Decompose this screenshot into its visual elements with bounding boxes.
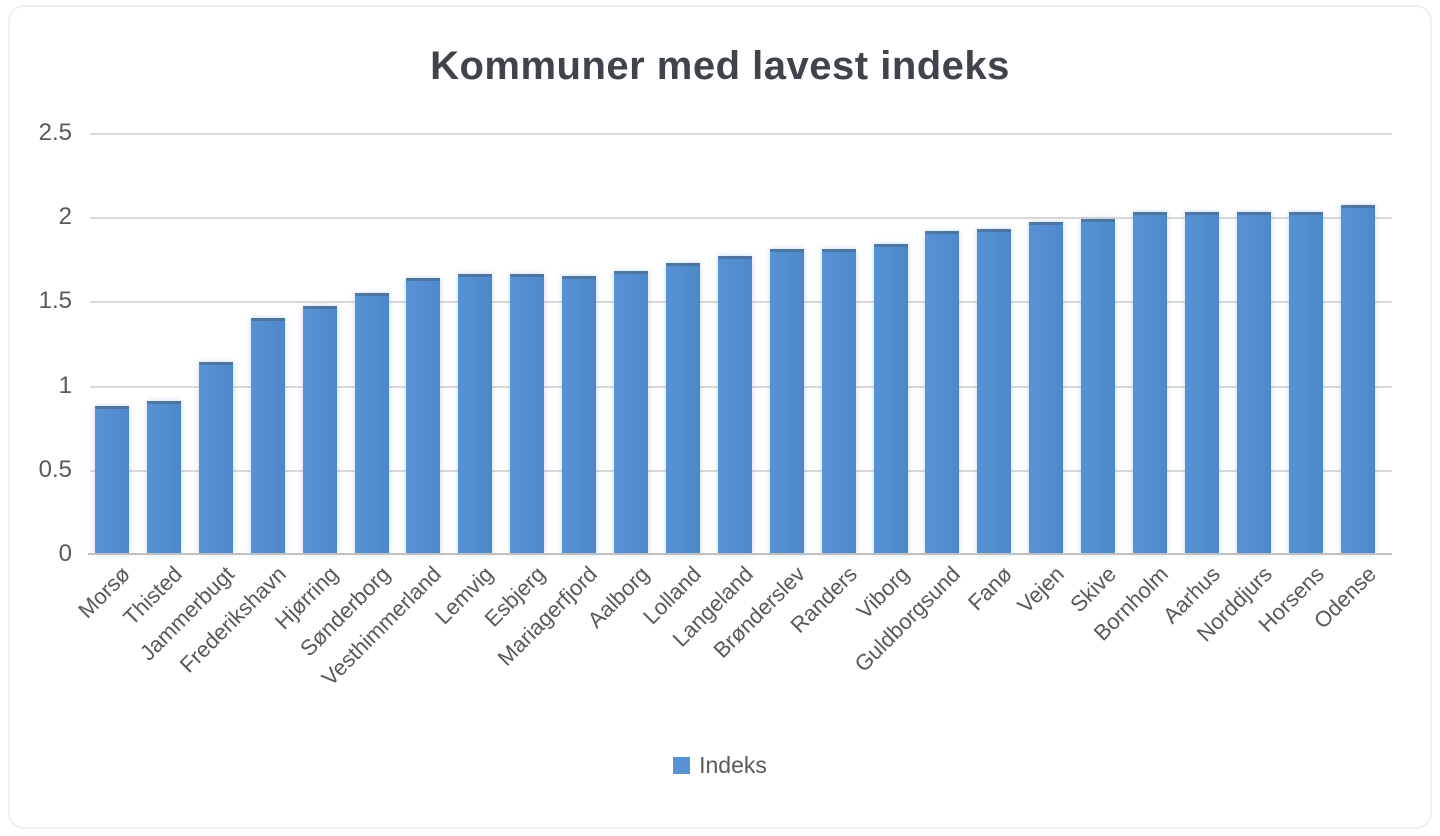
bar-viborg [874, 244, 908, 554]
bar-skive [1081, 219, 1115, 554]
bar-frederikshavn [251, 318, 285, 554]
bar-aalborg [614, 271, 648, 554]
bar-vejen [1029, 222, 1063, 554]
y-axis-tick-label: 0 [58, 540, 72, 567]
bar-mariagerfjord [562, 276, 596, 554]
bar-fanø [977, 229, 1011, 554]
y-axis-tick-label: 0.5 [38, 455, 72, 483]
bar-morsø [95, 406, 129, 554]
x-axis-line [88, 553, 1392, 555]
gridline [90, 217, 1392, 220]
bar-sønderborg [355, 293, 389, 554]
bar-jammerbugt [199, 362, 233, 554]
chart-title: Kommuner med lavest indeks [430, 44, 1010, 88]
bar-lemvig [458, 274, 492, 554]
bar-randers [822, 249, 856, 554]
legend-label-indeks: Indeks [699, 752, 767, 778]
y-axis-tick-label: 2 [58, 203, 72, 231]
legend: Indeks [0, 752, 1440, 779]
bar-horsens [1289, 212, 1323, 554]
y-axis-tick-label: 2.5 [38, 119, 72, 146]
bar-odense [1341, 205, 1375, 554]
bar-hjørring [303, 306, 337, 554]
bar-aarhus [1185, 212, 1219, 554]
bar-brønderslev [770, 249, 804, 554]
gridline [90, 133, 1392, 135]
bar-esbjerg [510, 274, 544, 554]
bar-langeland [718, 256, 752, 554]
bar-norddjurs [1237, 212, 1271, 554]
bar-bornholm [1133, 212, 1167, 554]
bar-thisted [147, 401, 181, 554]
bar-vesthimmerland [406, 278, 440, 554]
bar-lolland [666, 263, 700, 554]
legend-swatch-indeks [673, 757, 691, 774]
y-axis-tick-label: 1 [58, 371, 72, 399]
y-axis-tick-label: 1.5 [38, 287, 72, 315]
bar-guldborgsund [925, 231, 959, 554]
